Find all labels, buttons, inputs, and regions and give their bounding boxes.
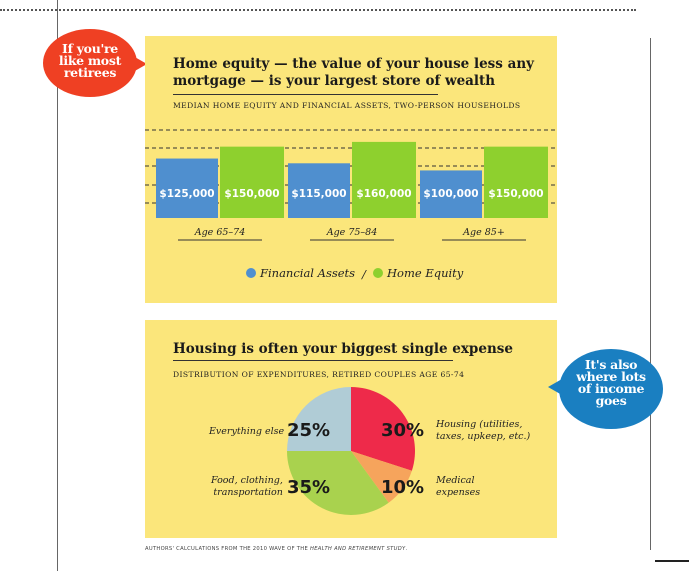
legend-label-home: Home Equity (386, 266, 464, 280)
bar-chart: $125,000 $150,000 Age 65–74 $115,000 $160,00… (145, 129, 557, 281)
legend-separator: / (361, 267, 367, 281)
bar-value-label: $125,000 (159, 188, 214, 200)
callout-line: It's also (584, 357, 638, 372)
bar-home-equity (352, 141, 416, 218)
footnote-study: HEALTH AND RETIREMENT STUDY (310, 546, 406, 552)
pie-chart (287, 387, 415, 515)
footnote-suffix: . (405, 546, 408, 552)
pie-slice-medical (351, 451, 412, 503)
pie-label-housing: Housing (utilities, taxes, upkeep, etc.) (436, 419, 530, 443)
label-line: expenses (436, 487, 481, 498)
bar-home-equity (220, 146, 284, 218)
top-dotted-rule (0, 9, 636, 11)
pie-label-medical: Medical expenses (436, 475, 480, 499)
label-line: Everything else (209, 426, 285, 437)
callout-line: where lots (576, 369, 646, 384)
home-equity-panel: Home equity — the value of your house le… (145, 36, 557, 303)
footnote-prefix: AUTHORS' CALCULATIONS FROM THE 2010 WAVE… (145, 546, 310, 552)
legend-swatch-home (373, 268, 383, 278)
bar-financial-assets (420, 170, 482, 218)
pie-label-food: Food, clothing, transportation (211, 475, 283, 499)
callout-line: retirees (63, 65, 117, 80)
label-line: Food, clothing, (211, 475, 283, 486)
pie-label-everything: Everything else (209, 426, 284, 438)
source-footnote: AUTHORS' CALCULATIONS FROM THE 2010 WAVE… (145, 546, 407, 552)
pie-pct-housing: 30% (381, 420, 425, 441)
pie-pct-food: 35% (287, 477, 331, 498)
bar-financial-assets (288, 163, 350, 218)
panel-title: Home equity — the value of your house le… (173, 56, 534, 90)
bar-value-label: $150,000 (488, 188, 543, 200)
left-margin-rule (57, 0, 58, 571)
callout-line: of income (577, 381, 645, 396)
title-underline (173, 360, 453, 362)
expenses-panel: Housing is often your biggest single exp… (145, 320, 557, 538)
pie-pct-everything: 25% (287, 420, 331, 441)
label-line: Medical (436, 475, 475, 486)
bar-financial-assets (156, 158, 218, 218)
bar-value-label: $100,000 (423, 188, 478, 200)
corner-mark (655, 560, 689, 562)
callout-line: If you're (62, 41, 118, 56)
category-label: Age 65–74 (194, 227, 246, 238)
pie-slice-housing (351, 387, 415, 471)
callout-line: goes (595, 393, 627, 408)
callout-retirees: If you're like most retirees (43, 29, 147, 97)
right-margin-rule (650, 38, 651, 550)
label-line: transportation (213, 487, 283, 498)
title-line: Home equity — the value of your house le… (173, 56, 534, 72)
label-line: Housing (utilities, (436, 419, 523, 430)
title-underline (173, 94, 438, 96)
category-label: Age 75–84 (326, 227, 378, 238)
pie-slice-everything (287, 387, 351, 451)
legend-label-financial: Financial Assets (259, 266, 355, 280)
label-line: taxes, upkeep, etc.) (436, 431, 531, 442)
bar-value-label: $160,000 (356, 188, 411, 200)
pie-slice-food (287, 451, 389, 515)
legend-swatch-financial (246, 268, 256, 278)
title-line: mortgage — is your largest store of weal… (173, 73, 496, 89)
panel-subtitle: DISTRIBUTION OF EXPENDITURES, RETIRED CO… (173, 370, 465, 379)
panel-title: Housing is often your biggest single exp… (173, 341, 513, 357)
bar-value-label: $150,000 (224, 188, 279, 200)
bar-home-equity (484, 146, 548, 218)
bar-value-label: $115,000 (291, 188, 346, 200)
panel-subtitle: MEDIAN HOME EQUITY AND FINANCIAL ASSETS,… (173, 101, 521, 110)
pie-pct-medical: 10% (381, 477, 425, 498)
category-label: Age 85+ (462, 227, 505, 238)
callout-income: It's also where lots of income goes (548, 349, 663, 429)
callout-line: like most (58, 53, 122, 68)
